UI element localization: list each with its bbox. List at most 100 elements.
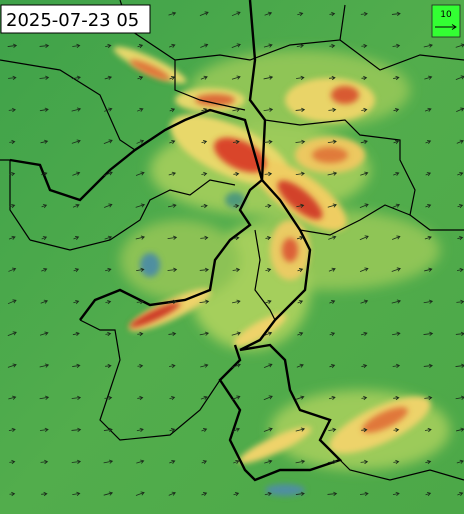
wind-arrow — [425, 492, 432, 497]
wind-arrow — [9, 203, 16, 209]
wind-arrow — [9, 139, 16, 145]
wind-arrow — [137, 44, 144, 49]
wind-arrow — [263, 427, 273, 432]
wind-arrow — [7, 299, 17, 305]
wind-arrow — [231, 11, 241, 17]
wind-arrow — [360, 139, 368, 144]
wind-arrow — [104, 107, 113, 112]
wind-arrow — [392, 43, 401, 49]
wind-arrow — [169, 76, 176, 81]
wind-arrow — [72, 171, 81, 176]
wind-arrow — [423, 299, 434, 304]
wind-arrow — [39, 75, 50, 80]
wind-arrow — [327, 459, 337, 464]
wind-arrow — [71, 107, 82, 112]
wind-arrow — [329, 43, 336, 49]
wind-arrow — [168, 203, 177, 208]
wind-arrow — [359, 203, 369, 208]
wind-arrow — [199, 267, 210, 272]
wind-arrow — [424, 427, 432, 433]
wind-arrow — [39, 395, 50, 400]
wind-arrow — [361, 75, 368, 81]
wind-arrow — [39, 331, 49, 336]
wind-arrow — [295, 491, 305, 496]
wind-arrow — [457, 235, 464, 241]
wind-arrow — [201, 140, 208, 145]
wind-arrow — [328, 267, 336, 272]
wind-arrow — [360, 459, 369, 465]
wind-arrow — [8, 75, 17, 81]
wind-arrow — [167, 267, 178, 272]
wind-arrow — [200, 363, 209, 368]
wind-arrow — [263, 395, 273, 401]
wind-arrow — [231, 363, 241, 368]
wind-arrow — [233, 203, 240, 209]
wind-arrow — [41, 171, 48, 177]
wind-arrow — [9, 171, 16, 177]
wind-arrow — [455, 395, 464, 400]
wind-arrow — [265, 267, 272, 273]
wind-arrow — [392, 491, 400, 497]
wind-arrow — [263, 107, 274, 112]
wind-arrow — [393, 427, 400, 433]
wind-arrow — [264, 11, 273, 16]
wind-arrow — [327, 139, 337, 144]
wind-arrow — [233, 171, 240, 177]
wind-arrow — [329, 11, 336, 17]
legend: 10 — [431, 4, 461, 38]
wind-arrow — [232, 299, 241, 304]
wind-arrow — [425, 459, 432, 465]
wind-arrow — [391, 299, 401, 304]
wind-arrow — [232, 139, 240, 145]
wind-arrow — [169, 459, 176, 464]
legend-label: 10 — [440, 10, 452, 20]
wind-arrow — [359, 491, 369, 496]
wind-arrow — [328, 107, 337, 113]
wind-arrow — [328, 235, 337, 240]
wind-arrow — [8, 267, 17, 272]
wind-arrow — [393, 140, 400, 145]
wind-arrow — [136, 267, 145, 272]
wind-arrow — [457, 171, 464, 176]
wind-arrow — [425, 204, 432, 209]
wind-arrow — [201, 492, 208, 497]
wind-arrow — [329, 300, 336, 304]
wind-arrow — [232, 395, 241, 400]
wind-arrow — [296, 363, 304, 368]
wind-arrow — [264, 331, 273, 336]
legend-box — [431, 4, 461, 38]
wind-arrow — [8, 235, 16, 240]
wind-arrow — [9, 459, 16, 465]
wind-arrow — [8, 107, 16, 113]
wind-arrow — [40, 459, 49, 465]
wind-arrow — [73, 299, 80, 305]
wind-arrow — [169, 139, 176, 145]
wind-arrow — [263, 43, 273, 48]
legend-arrow-head — [451, 24, 457, 30]
wind-arrow — [169, 428, 176, 433]
wind-arrow — [103, 171, 113, 177]
wind-arrow — [200, 75, 208, 80]
wind-arrow — [40, 139, 49, 144]
wind-arrow — [360, 299, 369, 304]
wind-arrow — [168, 171, 177, 176]
wind-arrow — [265, 235, 272, 241]
wind-arrow — [391, 235, 401, 240]
wind-arrow — [361, 363, 368, 369]
wind-arrow — [200, 395, 208, 400]
wind-arrow — [393, 75, 400, 81]
wind-arrow — [327, 203, 337, 208]
wind-arrow — [456, 267, 464, 273]
wind-arrow — [359, 267, 369, 272]
wind-arrow — [424, 267, 433, 272]
wind-arrow — [424, 75, 433, 80]
wind-arrow — [105, 299, 112, 305]
wind-arrow — [168, 331, 177, 337]
wind-arrow — [103, 427, 113, 432]
wind-arrow — [201, 460, 208, 465]
wind-arrow — [104, 395, 113, 401]
wind-arrow — [263, 363, 273, 369]
wind-arrow — [393, 459, 400, 465]
wind-arrow — [7, 363, 17, 368]
